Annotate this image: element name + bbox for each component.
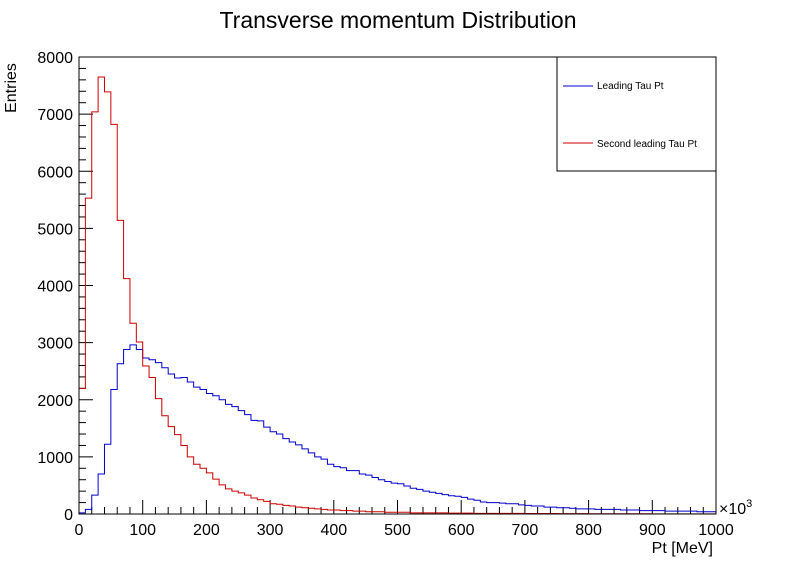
- y-tick-label: 8000: [37, 50, 73, 67]
- chart-title: Transverse momentum Distribution: [219, 7, 576, 33]
- series-leading-tau-pt: [78, 344, 716, 514]
- y-tick-label: 5000: [37, 221, 73, 238]
- x-tick-label: 800: [575, 522, 602, 539]
- legend-label-second-leading-tau-pt: Second leading Tau Pt: [597, 139, 697, 150]
- x-tick-label: 1000: [698, 522, 734, 539]
- x-tick-label: 400: [320, 522, 347, 539]
- y-tick-label: 7000: [37, 107, 73, 124]
- legend-box: [556, 56, 717, 172]
- legend: Leading Tau Pt Second leading Tau Pt: [556, 56, 717, 172]
- x-axis-multiplier: ×103: [719, 498, 752, 518]
- x-tick-label: 600: [448, 522, 475, 539]
- y-tick-label: 6000: [37, 164, 73, 181]
- y-tick-label: 2000: [37, 393, 73, 410]
- plot-frame: [78, 56, 717, 515]
- y-axis-label: Entries: [3, 63, 20, 113]
- tick-labels: 0 100 200 300 400 500 600 700 800 900 1000 0 1000 200…: [37, 50, 733, 539]
- y-tick-label: 4000: [37, 279, 73, 296]
- x-tick-label: 100: [129, 522, 156, 539]
- x-axis-label: Pt [MeV]: [652, 540, 713, 557]
- y-tick-label: 3000: [37, 336, 73, 353]
- x-tick-label: 200: [193, 522, 220, 539]
- x-tick-label: 700: [512, 522, 539, 539]
- x-tick-label: 500: [384, 522, 411, 539]
- x-tick-label: 900: [639, 522, 666, 539]
- x-tick-label: 300: [257, 522, 284, 539]
- y-tick-label: 1000: [37, 450, 73, 467]
- legend-label-leading-tau-pt: Leading Tau Pt: [597, 81, 664, 92]
- x-tick-label: 0: [75, 522, 84, 539]
- y-tick-label: 0: [64, 507, 73, 524]
